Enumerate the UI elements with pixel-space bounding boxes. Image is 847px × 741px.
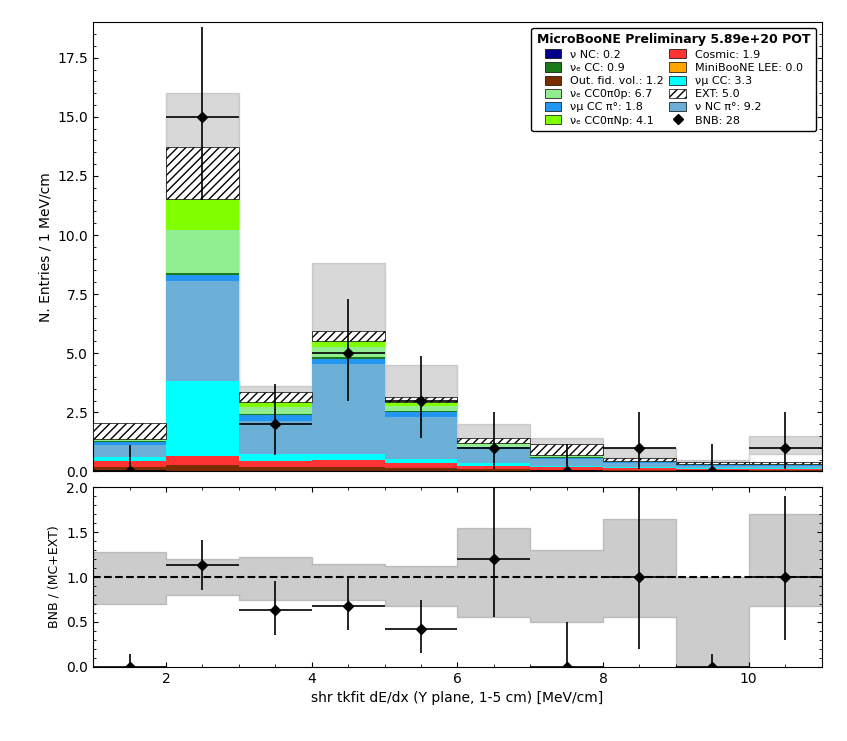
Bar bbox=[312, 460, 385, 468]
Bar bbox=[93, 457, 166, 461]
Bar bbox=[676, 468, 749, 469]
Legend: ν NC: 0.2, νₑ CC: 0.9, Out. fid. vol.: 1.2, νₑ CC0π0p: 6.7, νμ CC π°: 1.8, νₑ CC: ν NC: 0.2, νₑ CC: 0.9, Out. fid. vol.: 1… bbox=[531, 27, 816, 131]
Bar bbox=[530, 459, 603, 466]
Bar bbox=[530, 455, 603, 456]
Bar bbox=[312, 359, 385, 365]
Bar bbox=[530, 456, 603, 457]
Bar bbox=[239, 415, 312, 421]
Bar bbox=[749, 466, 822, 468]
Bar bbox=[530, 445, 603, 455]
Bar bbox=[530, 457, 603, 459]
Bar bbox=[312, 330, 385, 342]
Bar bbox=[312, 342, 385, 348]
Bar bbox=[166, 273, 239, 276]
Bar bbox=[166, 276, 239, 282]
Bar bbox=[166, 465, 239, 471]
Bar bbox=[457, 447, 530, 449]
Bar bbox=[312, 348, 385, 357]
Bar bbox=[457, 463, 530, 465]
Bar bbox=[457, 443, 530, 445]
Bar bbox=[749, 462, 822, 464]
Bar bbox=[385, 468, 457, 471]
Bar bbox=[166, 282, 239, 381]
Bar bbox=[603, 458, 676, 461]
Bar bbox=[676, 469, 749, 471]
Bar bbox=[239, 421, 312, 454]
Bar bbox=[166, 147, 239, 199]
Bar bbox=[530, 468, 603, 470]
Bar bbox=[93, 445, 166, 457]
Bar bbox=[603, 467, 676, 468]
Bar bbox=[312, 365, 385, 454]
Bar bbox=[239, 407, 312, 414]
Bar bbox=[239, 468, 312, 471]
Bar bbox=[603, 462, 676, 463]
Bar bbox=[457, 439, 530, 443]
Bar bbox=[385, 411, 457, 412]
Bar bbox=[93, 439, 166, 442]
Bar bbox=[239, 402, 312, 407]
Bar bbox=[385, 463, 457, 468]
Bar bbox=[166, 456, 239, 465]
Bar bbox=[530, 466, 603, 468]
Bar bbox=[93, 423, 166, 439]
Bar bbox=[93, 461, 166, 467]
Bar bbox=[166, 230, 239, 273]
Bar bbox=[385, 397, 457, 402]
Bar bbox=[457, 449, 530, 463]
Bar bbox=[312, 454, 385, 460]
Bar bbox=[385, 459, 457, 463]
Bar bbox=[239, 414, 312, 415]
Bar bbox=[312, 357, 385, 359]
Bar bbox=[385, 402, 457, 405]
Bar bbox=[166, 199, 239, 230]
Bar bbox=[385, 405, 457, 411]
Bar bbox=[749, 469, 822, 471]
Bar bbox=[457, 469, 530, 471]
Bar bbox=[239, 391, 312, 402]
Bar bbox=[312, 468, 385, 471]
Bar bbox=[93, 442, 166, 445]
Bar bbox=[239, 461, 312, 468]
Bar bbox=[603, 470, 676, 471]
Bar bbox=[385, 412, 457, 416]
X-axis label: shr tkfit dE/dx (Y plane, 1-5 cm) [MeV/cm]: shr tkfit dE/dx (Y plane, 1-5 cm) [MeV/c… bbox=[311, 691, 604, 705]
Bar bbox=[93, 467, 166, 471]
Bar bbox=[239, 454, 312, 461]
Bar bbox=[166, 381, 239, 456]
Bar bbox=[603, 463, 676, 467]
Bar bbox=[603, 468, 676, 470]
Bar bbox=[676, 462, 749, 464]
Y-axis label: BNB / (MC+EXT): BNB / (MC+EXT) bbox=[47, 525, 61, 628]
Bar bbox=[530, 470, 603, 471]
Bar bbox=[676, 465, 749, 468]
Bar bbox=[457, 465, 530, 469]
Y-axis label: N. Entries / 1 MeV/cm: N. Entries / 1 MeV/cm bbox=[38, 172, 52, 322]
Bar bbox=[457, 445, 530, 447]
Bar bbox=[749, 468, 822, 469]
Bar bbox=[385, 416, 457, 459]
